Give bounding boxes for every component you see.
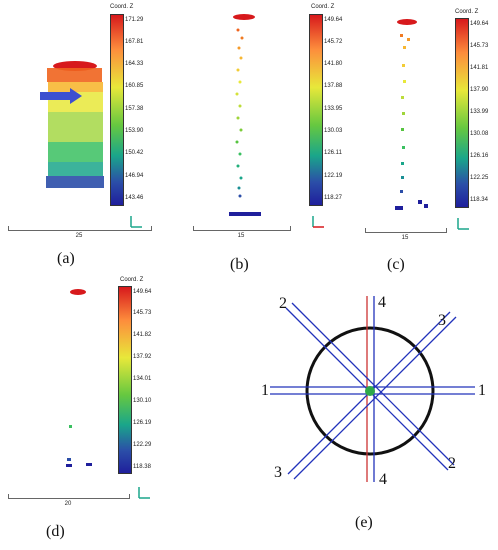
scale-label: 20 [64,501,72,507]
label-3-bottom: 3 [274,464,282,481]
colorbar-tick: 130.10 [133,398,152,404]
colorbar-tick: 149.64 [324,17,343,23]
colorbar-tick: 133.95 [324,106,343,112]
scale-bar [193,226,291,231]
colorbar-tick: 171.29 [125,17,144,23]
panel-c: Coord. Z 149.64 145.73 141.81 137.90 133… [355,0,498,280]
colorbar-tick: 143.46 [125,195,144,201]
axis-icon [312,216,324,228]
colorbar-tick: 146.94 [125,173,144,179]
colorbar-title: Coord. Z [455,9,479,15]
caption-a: (a) [57,250,75,267]
scale-label: 25 [75,233,83,239]
center-point [365,386,375,396]
label-4-bottom: 4 [379,471,387,488]
point-cloud-b [229,14,261,216]
colorbar-tick: 137.90 [470,87,489,93]
colorbar-tick: 145.72 [324,39,343,45]
colorbar [118,286,132,474]
colorbar-tick: 164.33 [125,61,144,67]
colorbar [309,14,323,206]
colorbar-tick: 130.08 [470,131,489,137]
colorbar-title: Coord. Z [311,4,335,10]
caption-b: (b) [230,256,249,273]
label-1-right: 1 [478,382,486,399]
caption-d: (d) [46,523,65,540]
panel-a: Coord. Z 171.29 167.81 164.33 160.85 157… [0,0,160,280]
scale-bar [8,226,152,231]
label-2-top: 2 [279,295,287,312]
scale-bar [8,494,130,499]
colorbar-tick: 167.81 [125,39,144,45]
colorbar-tick: 150.42 [125,150,144,156]
scale-label: 15 [237,233,245,239]
panel-d: Coord. Z 149.64 145.73 141.82 137.92 134… [0,277,170,550]
caption-e: (e) [355,514,373,531]
colorbar-tick: 118.38 [133,464,151,470]
label-4-top: 4 [378,294,386,311]
colorbar-tick: 133.99 [470,109,489,115]
colorbar-tick: 145.73 [470,43,489,49]
colorbar-tick: 141.81 [470,65,489,71]
colorbar-tick: 145.73 [133,310,152,316]
colorbar-tick: 149.64 [133,289,152,295]
colorbar-tick: 126.11 [324,150,342,156]
label-1-left: 1 [261,382,269,399]
colorbar-tick: 141.82 [133,332,152,338]
scan-line-diagram [270,296,475,482]
panel-e: 1 1 2 2 3 3 4 4 (e) [250,282,498,550]
axis-icon [138,487,150,499]
colorbar-tick: 141.80 [324,61,343,67]
colorbar-tick: 153.90 [125,128,144,134]
point-cloud-d [66,289,92,467]
axis-icon [130,216,142,228]
colorbar-tick: 137.92 [133,354,152,360]
colorbar-tick: 137.88 [324,83,343,89]
panel-b: Coord. Z 149.64 145.72 141.80 137.88 133… [185,0,342,280]
colorbar-tick: 134.01 [133,376,152,382]
point-cloud-a [40,61,104,188]
colorbar-tick: 118.27 [324,195,342,201]
colorbar-tick: 149.64 [470,21,489,27]
label-2-bottom: 2 [448,455,456,472]
trunk-circle [305,326,435,456]
colorbar-tick: 126.19 [133,420,152,426]
scale-bar [365,228,447,233]
colorbar-tick: 122.29 [133,442,152,448]
scale-label: 15 [401,235,409,241]
colorbar-tick: 126.16 [470,153,489,159]
colorbar-tick: 122.19 [324,173,343,179]
colorbar [455,18,469,208]
colorbar-tick: 157.38 [125,106,144,112]
colorbar-title: Coord. Z [120,277,144,283]
colorbar [110,14,124,206]
axis-icon [457,218,469,230]
colorbar-tick: 118.34 [470,197,488,203]
colorbar-title: Coord. Z [110,4,134,10]
colorbar-tick: 122.25 [470,175,489,181]
caption-c: (c) [387,256,405,273]
colorbar-tick: 160.85 [125,83,144,89]
colorbar-tick: 130.03 [324,128,343,134]
label-3-top: 3 [438,312,446,329]
point-cloud-c [395,19,428,210]
